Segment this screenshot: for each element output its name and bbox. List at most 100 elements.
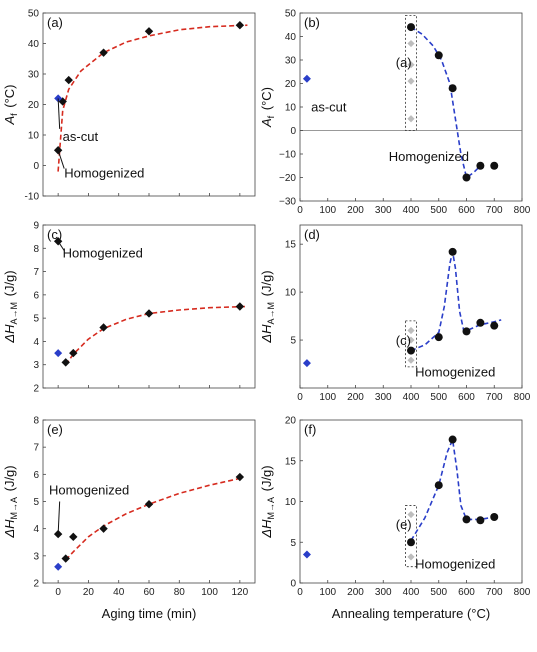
y-tick-label: 3 [33,360,39,371]
y-tick-label: 40 [285,32,297,43]
x-tick-label: 700 [486,392,503,403]
annotation-leader [57,150,65,169]
data-point-black [407,23,415,32]
y-tick-label: 5 [290,336,296,347]
data-point-blue [54,349,63,358]
y-tick-label: −20 [279,173,296,184]
annotation-text: as-cut [311,100,347,115]
data-point-black [407,538,415,547]
y-tick-label: 10 [285,103,297,114]
fit-curve [65,305,248,366]
y-tick-label: −10 [279,150,296,161]
y-tick-label: 8 [33,244,39,255]
data-point-black [434,333,443,342]
x-tick-label: 300 [375,392,392,403]
y-tick-label: 50 [28,9,40,20]
annotation-text: Homogenized [415,556,495,571]
panel-label: (d) [304,227,320,242]
y-axis-title: ΔHM→A (J/g) [259,465,276,538]
y-axis-title: Af (°C) [259,87,276,128]
data-point-black [99,524,108,533]
data-point-black [99,48,108,57]
x-tick-label: 800 [514,205,531,216]
annotation-leader [57,241,65,251]
annotation-leader [57,501,61,535]
fit-curve [57,24,248,172]
y-tick-label: 8 [33,416,39,427]
data-point-black [69,532,78,542]
annotation-text: as-cut [63,129,99,144]
data-point-black [61,358,70,367]
y-tick-label: 7 [33,267,39,278]
annotation-text: (a) [396,55,412,70]
data-point-gray [407,39,415,48]
data-point-black [99,323,108,332]
y-tick-label: 2 [33,579,39,590]
y-tick-label: 9 [33,221,39,232]
dashed-box [405,14,417,131]
data-point-black [448,247,457,256]
panel-label: (b) [304,15,320,30]
data-point-blue [54,562,63,571]
panel-label: (e) [47,422,63,437]
x-tick-label: 600 [458,205,475,216]
annotation-text: Homogenized [415,364,495,379]
panel-label: (f) [304,422,316,437]
x-tick-label: 100 [319,587,336,598]
x-tick-label: 0 [297,392,303,403]
panel-label: (a) [47,15,63,30]
x-tick-label: 500 [430,205,447,216]
data-point-blue [302,74,311,83]
panel-label: (c) [47,227,62,242]
data-point-gray [407,326,415,335]
annotation-leader [57,98,61,129]
x-tick-label: 800 [514,587,531,598]
data-point-black [144,27,154,36]
data-point-gray [407,356,415,364]
x-tick-label: 80 [174,587,186,598]
annotation-text: (c) [396,333,411,348]
data-point-blue [302,359,311,368]
data-point-black [490,321,499,330]
data-point-black [476,516,485,525]
y-tick-label: 30 [28,70,40,81]
chart-panel-a: -10 0 10 20 30 40 50 as-cut Homogenized (a) Af (°C… [2,9,256,203]
data-point-black [476,318,485,327]
dashed-box [405,505,417,568]
x-axis-title: Annealing temperature (°C) [332,606,490,621]
data-point-black [434,51,443,60]
chart-panel-f: 0 100 200 300 400 500 600 700 800 0 5 10 15 20 (e) Homo… [259,416,531,622]
x-tick-label: 300 [375,205,392,216]
y-tick-label: 5 [33,497,39,508]
y-tick-label: 15 [285,456,297,467]
data-point-black [448,435,457,444]
x-tick-label: 100 [319,392,336,403]
y-tick-label: 4 [33,524,39,535]
fit-curve [410,251,502,352]
x-tick-label: 600 [458,587,475,598]
y-tick-label: 20 [28,100,40,111]
y-tick-label: 5 [290,538,296,549]
data-point-black [144,309,154,318]
x-tick-label: 400 [403,205,420,216]
data-point-black [462,515,471,524]
x-tick-label: 800 [514,392,531,403]
x-tick-label: 400 [403,587,420,598]
y-axis-title: Af (°C) [2,84,19,125]
y-axis-title: ΔHA→M (J/g) [259,270,276,343]
y-tick-label: 30 [285,56,297,67]
x-tick-label: 400 [403,392,420,403]
y-tick-label: 2 [33,384,39,395]
y-tick-label: 6 [33,470,39,481]
data-point-gray [407,510,415,519]
y-tick-label: 3 [33,551,39,562]
x-tick-label: 300 [375,587,392,598]
annotation-text: Homogenized [49,483,129,498]
x-tick-label: 0 [297,205,303,216]
y-tick-label: -10 [25,192,40,203]
data-point-black [235,302,245,311]
fit-curve [410,26,481,179]
x-axis-title: Aging time (min) [102,606,197,621]
annotation-text: Homogenized [389,149,469,164]
